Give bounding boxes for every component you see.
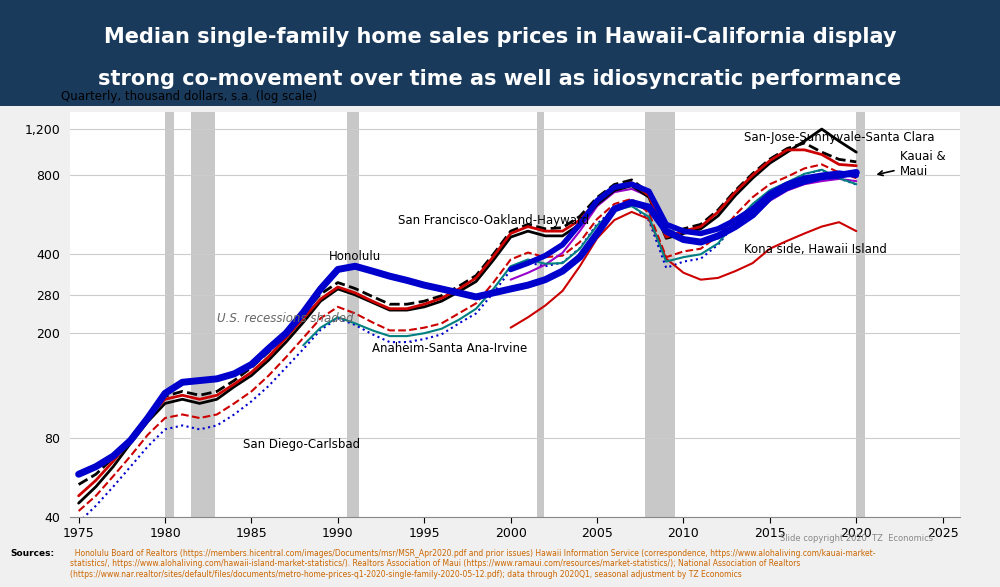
Text: Honolulu: Honolulu — [329, 250, 381, 263]
Text: U.S. recessions shaded: U.S. recessions shaded — [217, 312, 353, 325]
Text: Sources:: Sources: — [10, 549, 54, 558]
Bar — [856, 112, 865, 517]
Text: Kauai &
Maui: Kauai & Maui — [878, 150, 945, 178]
Text: Kona side, Hawaii Island: Kona side, Hawaii Island — [744, 243, 887, 256]
Text: Median single-family home sales prices in Hawaii-California display: Median single-family home sales prices i… — [104, 27, 896, 47]
Bar — [645, 112, 675, 517]
Text: strong co-movement over time as well as idiosyncratic performance: strong co-movement over time as well as … — [98, 69, 902, 89]
Text: Quarterly, thousand dollars, s.a. (log scale): Quarterly, thousand dollars, s.a. (log s… — [61, 90, 317, 103]
Bar — [537, 112, 544, 517]
Bar — [347, 112, 359, 517]
Bar — [191, 112, 215, 517]
Text: San-Jose-Sunnyvale-Santa Clara: San-Jose-Sunnyvale-Santa Clara — [744, 131, 934, 144]
Text: San Francisco-Oakland-Hayward: San Francisco-Oakland-Hayward — [398, 214, 590, 227]
Text: Honolulu Board of Realtors (https://members.hicentral.com/images/Documents/msr/M: Honolulu Board of Realtors (https://memb… — [70, 549, 876, 579]
Text: San Diego-Carlsbad: San Diego-Carlsbad — [243, 438, 360, 451]
Text: Slide copyright 2020  TZ  Economics: Slide copyright 2020 TZ Economics — [780, 534, 933, 543]
Bar — [165, 112, 174, 517]
Text: Anaheim-Santa Ana-Irvine: Anaheim-Santa Ana-Irvine — [372, 342, 528, 355]
